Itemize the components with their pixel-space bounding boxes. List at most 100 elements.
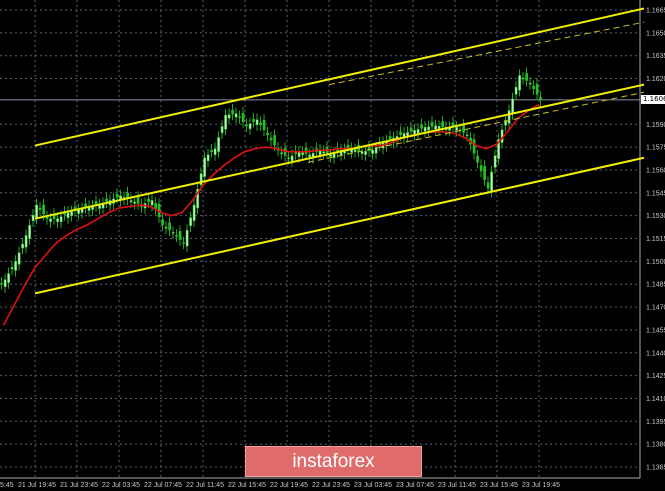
x-tick-label: 23 Jul 11:45 bbox=[438, 482, 476, 489]
candle bbox=[266, 132, 269, 136]
candle bbox=[245, 124, 248, 127]
candle bbox=[374, 147, 378, 154]
candle bbox=[182, 242, 185, 244]
candle bbox=[171, 232, 175, 234]
candle bbox=[455, 127, 458, 131]
channel-line bbox=[34, 83, 645, 220]
candle bbox=[280, 152, 283, 154]
candle bbox=[227, 114, 231, 119]
x-tick-label: 22 Jul 03:45 bbox=[102, 482, 140, 489]
current-price-label: 1.1606 bbox=[641, 95, 665, 105]
candle bbox=[17, 252, 21, 265]
y-tick-label: 1.1440 bbox=[646, 350, 665, 357]
candle bbox=[21, 243, 24, 249]
candle bbox=[483, 166, 486, 180]
y-tick-label: 1.1545 bbox=[646, 190, 665, 197]
candle bbox=[353, 149, 357, 152]
candle bbox=[210, 149, 213, 152]
candle bbox=[262, 119, 266, 131]
candle bbox=[441, 121, 444, 128]
candle bbox=[7, 273, 10, 283]
x-tick-label: 21 Jul 19:45 bbox=[18, 482, 56, 489]
candle bbox=[465, 134, 469, 137]
candle bbox=[476, 155, 479, 163]
candle bbox=[3, 279, 7, 287]
candle bbox=[56, 218, 59, 222]
candle bbox=[217, 137, 220, 152]
y-tick-label: 1.1455 bbox=[646, 327, 665, 334]
y-tick-label: 1.1395 bbox=[646, 419, 665, 426]
candle bbox=[168, 222, 171, 231]
candle bbox=[486, 182, 490, 189]
candle bbox=[472, 139, 476, 154]
channel-line bbox=[34, 7, 645, 147]
candle bbox=[322, 151, 325, 154]
y-tick-label: 1.1620 bbox=[646, 76, 665, 83]
candle bbox=[528, 82, 532, 85]
candle bbox=[206, 154, 210, 162]
candle bbox=[105, 198, 108, 203]
candle bbox=[493, 155, 497, 168]
candle bbox=[66, 212, 70, 218]
candle bbox=[164, 227, 168, 229]
candle bbox=[269, 137, 273, 141]
y-tick-label: 1.1470 bbox=[646, 305, 665, 312]
channel-dashed-line bbox=[307, 91, 645, 163]
candle bbox=[35, 204, 38, 219]
candle bbox=[238, 116, 241, 118]
candle bbox=[308, 154, 311, 157]
candle bbox=[199, 173, 203, 185]
candle bbox=[507, 110, 511, 124]
candle bbox=[241, 112, 245, 122]
candle bbox=[192, 204, 196, 221]
y-tick-label: 1.1380 bbox=[646, 442, 665, 449]
candle bbox=[175, 235, 178, 237]
y-tick-label: 1.1665 bbox=[646, 8, 665, 15]
candle bbox=[178, 231, 182, 240]
candle bbox=[301, 152, 304, 155]
x-tick-label: 22 Jul 07:45 bbox=[144, 482, 182, 489]
candle bbox=[59, 216, 63, 222]
y-tick-label: 1.1575 bbox=[646, 145, 665, 152]
candle bbox=[0, 282, 3, 285]
candle bbox=[532, 85, 535, 89]
candle bbox=[42, 204, 45, 215]
x-tick-label: 5:45 bbox=[0, 482, 14, 489]
candle bbox=[511, 98, 514, 114]
y-tick-label: 1.1425 bbox=[646, 373, 665, 380]
candle bbox=[150, 200, 154, 206]
candle bbox=[437, 126, 441, 130]
candle bbox=[490, 171, 493, 192]
x-tick-label: 21 Jul 23:45 bbox=[60, 482, 98, 489]
candle bbox=[147, 198, 150, 203]
candle bbox=[14, 261, 17, 271]
y-tick-label: 1.1560 bbox=[646, 167, 665, 174]
candle bbox=[248, 123, 252, 130]
candle bbox=[504, 119, 507, 126]
candle bbox=[10, 267, 14, 270]
x-tick-label: 23 Jul 03:45 bbox=[354, 482, 392, 489]
candle bbox=[430, 121, 434, 127]
candle bbox=[24, 235, 28, 248]
y-tick-label: 1.1590 bbox=[646, 122, 665, 129]
candle bbox=[189, 217, 192, 227]
candle bbox=[185, 230, 189, 247]
candle bbox=[255, 119, 259, 126]
candle bbox=[49, 218, 52, 222]
candle bbox=[38, 207, 42, 210]
x-tick-label: 23 Jul 19:45 bbox=[522, 482, 560, 489]
x-tick-label: 22 Jul 15:45 bbox=[228, 482, 266, 489]
candle bbox=[273, 135, 276, 146]
candle bbox=[364, 150, 367, 155]
candle bbox=[427, 126, 430, 131]
y-tick-label: 1.1635 bbox=[646, 53, 665, 60]
candle bbox=[371, 149, 374, 154]
instaforex-watermark: instaforex bbox=[245, 446, 422, 477]
channel-dashed-line bbox=[328, 21, 645, 86]
candle bbox=[224, 114, 227, 130]
candle bbox=[136, 197, 140, 204]
candle bbox=[196, 188, 199, 209]
candle bbox=[462, 125, 465, 133]
